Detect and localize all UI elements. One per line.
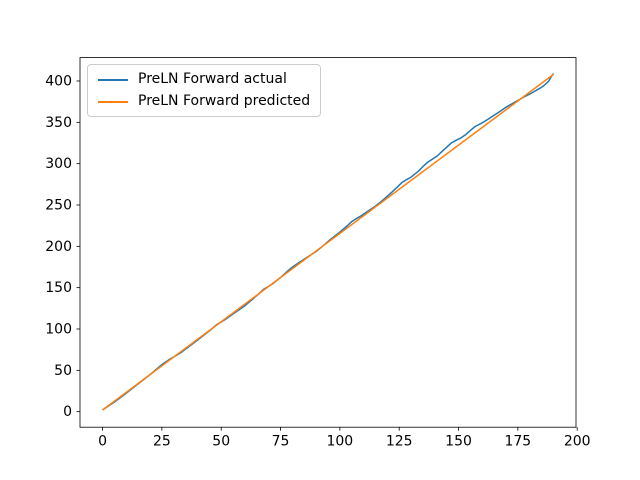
series-group xyxy=(102,73,555,411)
y-tick-label-150: 150 xyxy=(45,280,72,296)
x-tick-label-125: 125 xyxy=(386,434,413,450)
x-tick-label-50: 50 xyxy=(212,434,230,450)
x-tick-label-0: 0 xyxy=(98,434,107,450)
y-tick-label-50: 50 xyxy=(54,363,72,379)
x-tick-label-100: 100 xyxy=(326,434,353,450)
axes-group: 0 25 50 75 100 125 150 175 200 0 50 100 150 200 250 300… xyxy=(45,57,591,450)
y-tick-label-400: 400 xyxy=(45,73,72,89)
x-tick-label-150: 150 xyxy=(445,434,472,450)
y-tick-label-0: 0 xyxy=(63,404,72,420)
plot-area-border xyxy=(79,57,577,428)
y-tick-label-300: 300 xyxy=(45,156,72,172)
legend-label-predicted: PreLN Forward predicted xyxy=(138,93,311,109)
legend-item-predicted: PreLN Forward predicted xyxy=(98,93,310,110)
legend: PreLN Forward actual PreLN Forward predi… xyxy=(87,64,322,117)
y-tick-label-200: 200 xyxy=(45,239,72,255)
legend-line-sample-predicted xyxy=(98,100,128,103)
legend-label-actual: PreLN Forward actual xyxy=(138,71,287,87)
x-tick-label-200: 200 xyxy=(564,434,591,450)
x-tick-label-175: 175 xyxy=(504,434,531,450)
legend-line-sample-actual xyxy=(98,78,128,81)
y-tick-label-100: 100 xyxy=(45,321,72,337)
y-tick-label-250: 250 xyxy=(45,197,72,213)
x-tick-label-75: 75 xyxy=(272,434,290,450)
x-tick-label-25: 25 xyxy=(153,434,171,450)
y-tick-label-350: 350 xyxy=(45,115,72,131)
legend-item-actual: PreLN Forward actual xyxy=(98,71,310,88)
series-line-predicted xyxy=(102,73,554,411)
